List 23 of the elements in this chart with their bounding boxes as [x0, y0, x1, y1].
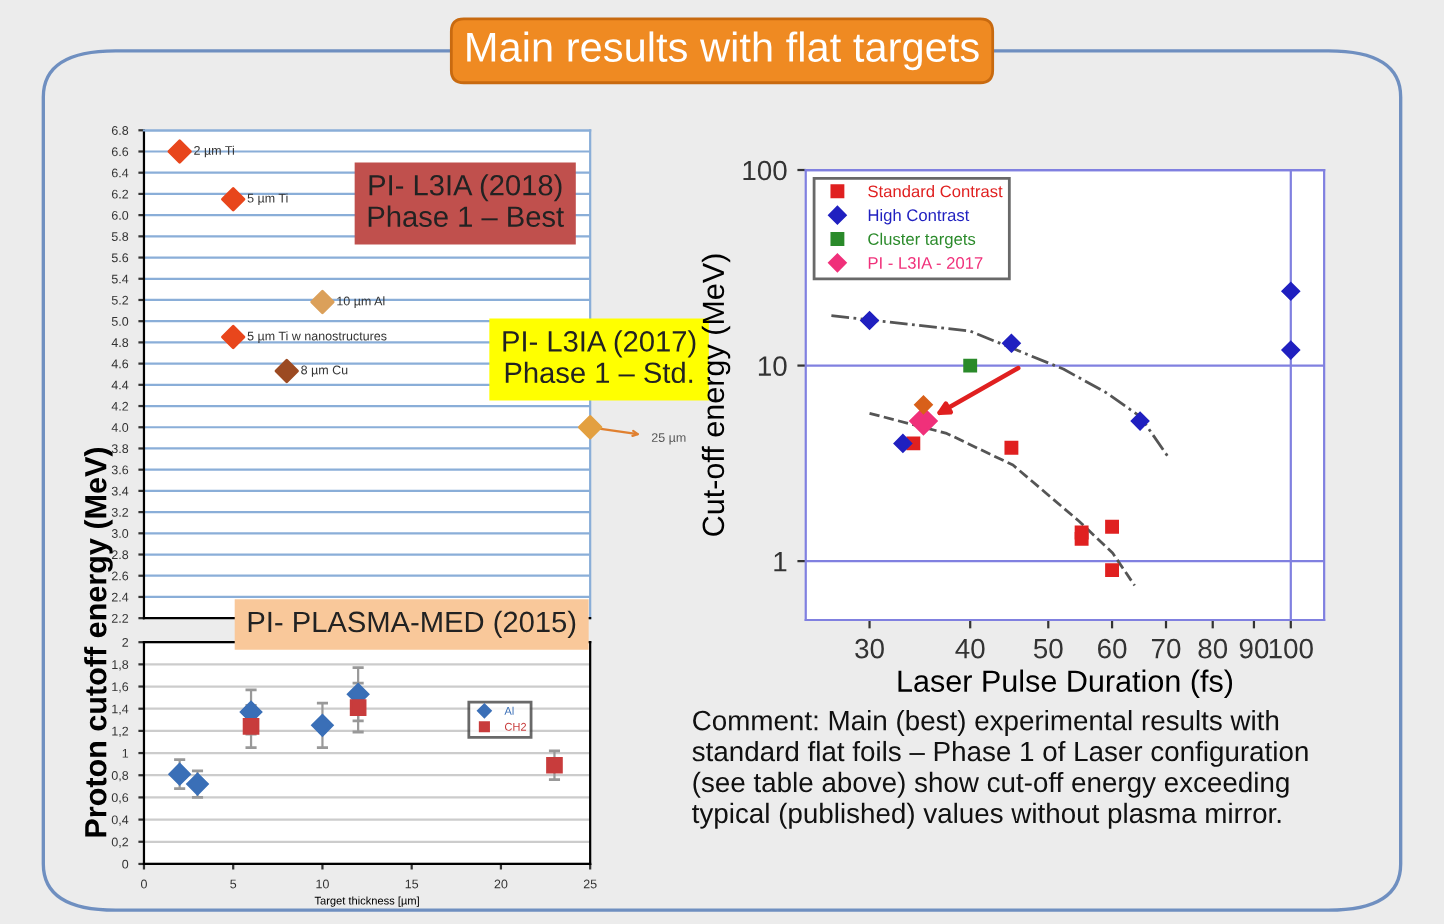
legend-label: High Contrast — [868, 208, 970, 225]
legend-label: Cluster targets — [868, 232, 976, 249]
x-tick-label: 80 — [1198, 638, 1228, 659]
annotation: PI- L3IA (2018) Phase 1 – Best — [368, 174, 564, 227]
x-tick-label: 90 — [1239, 638, 1269, 659]
y-axis-title: Cut-off energy (MeV) — [701, 254, 731, 536]
text: Main results with flat targets — [467, 31, 979, 71]
x-tick-label: 50 — [1033, 638, 1063, 659]
y-tick-label: 100 — [743, 160, 787, 181]
text: Comment: Main (best) experimental results with standard flat foils – Phase 1 of Laser configuration (see table above) show cut-off energy exceeding typical (published) values without plasma mirror. — [692, 710, 1308, 829]
y-axis-title: Proton cutoff energy (MeV) — [84, 447, 113, 837]
legend-label: Standard Contrast — [868, 185, 1003, 198]
x-tick-label: 40 — [955, 638, 985, 659]
y-tick-label: 1 — [774, 552, 787, 572]
x-tick-label: 60 — [1098, 638, 1127, 659]
annotation: PI- PLASMA-MED (2015) — [248, 610, 576, 639]
x-tick-label: 70 — [1151, 638, 1181, 659]
x-tick-label: 30 — [855, 638, 884, 659]
legend-label: PI - L3IA - 2017 — [868, 257, 983, 269]
annotation: PI- L3IA (2017) Phase 1 – Std. — [503, 330, 696, 384]
x-axis-title: Laser Pulse Duration (fs) — [898, 669, 1233, 698]
y-tick-label: 10 — [758, 356, 787, 376]
x-tick-label: 100 — [1269, 638, 1313, 659]
